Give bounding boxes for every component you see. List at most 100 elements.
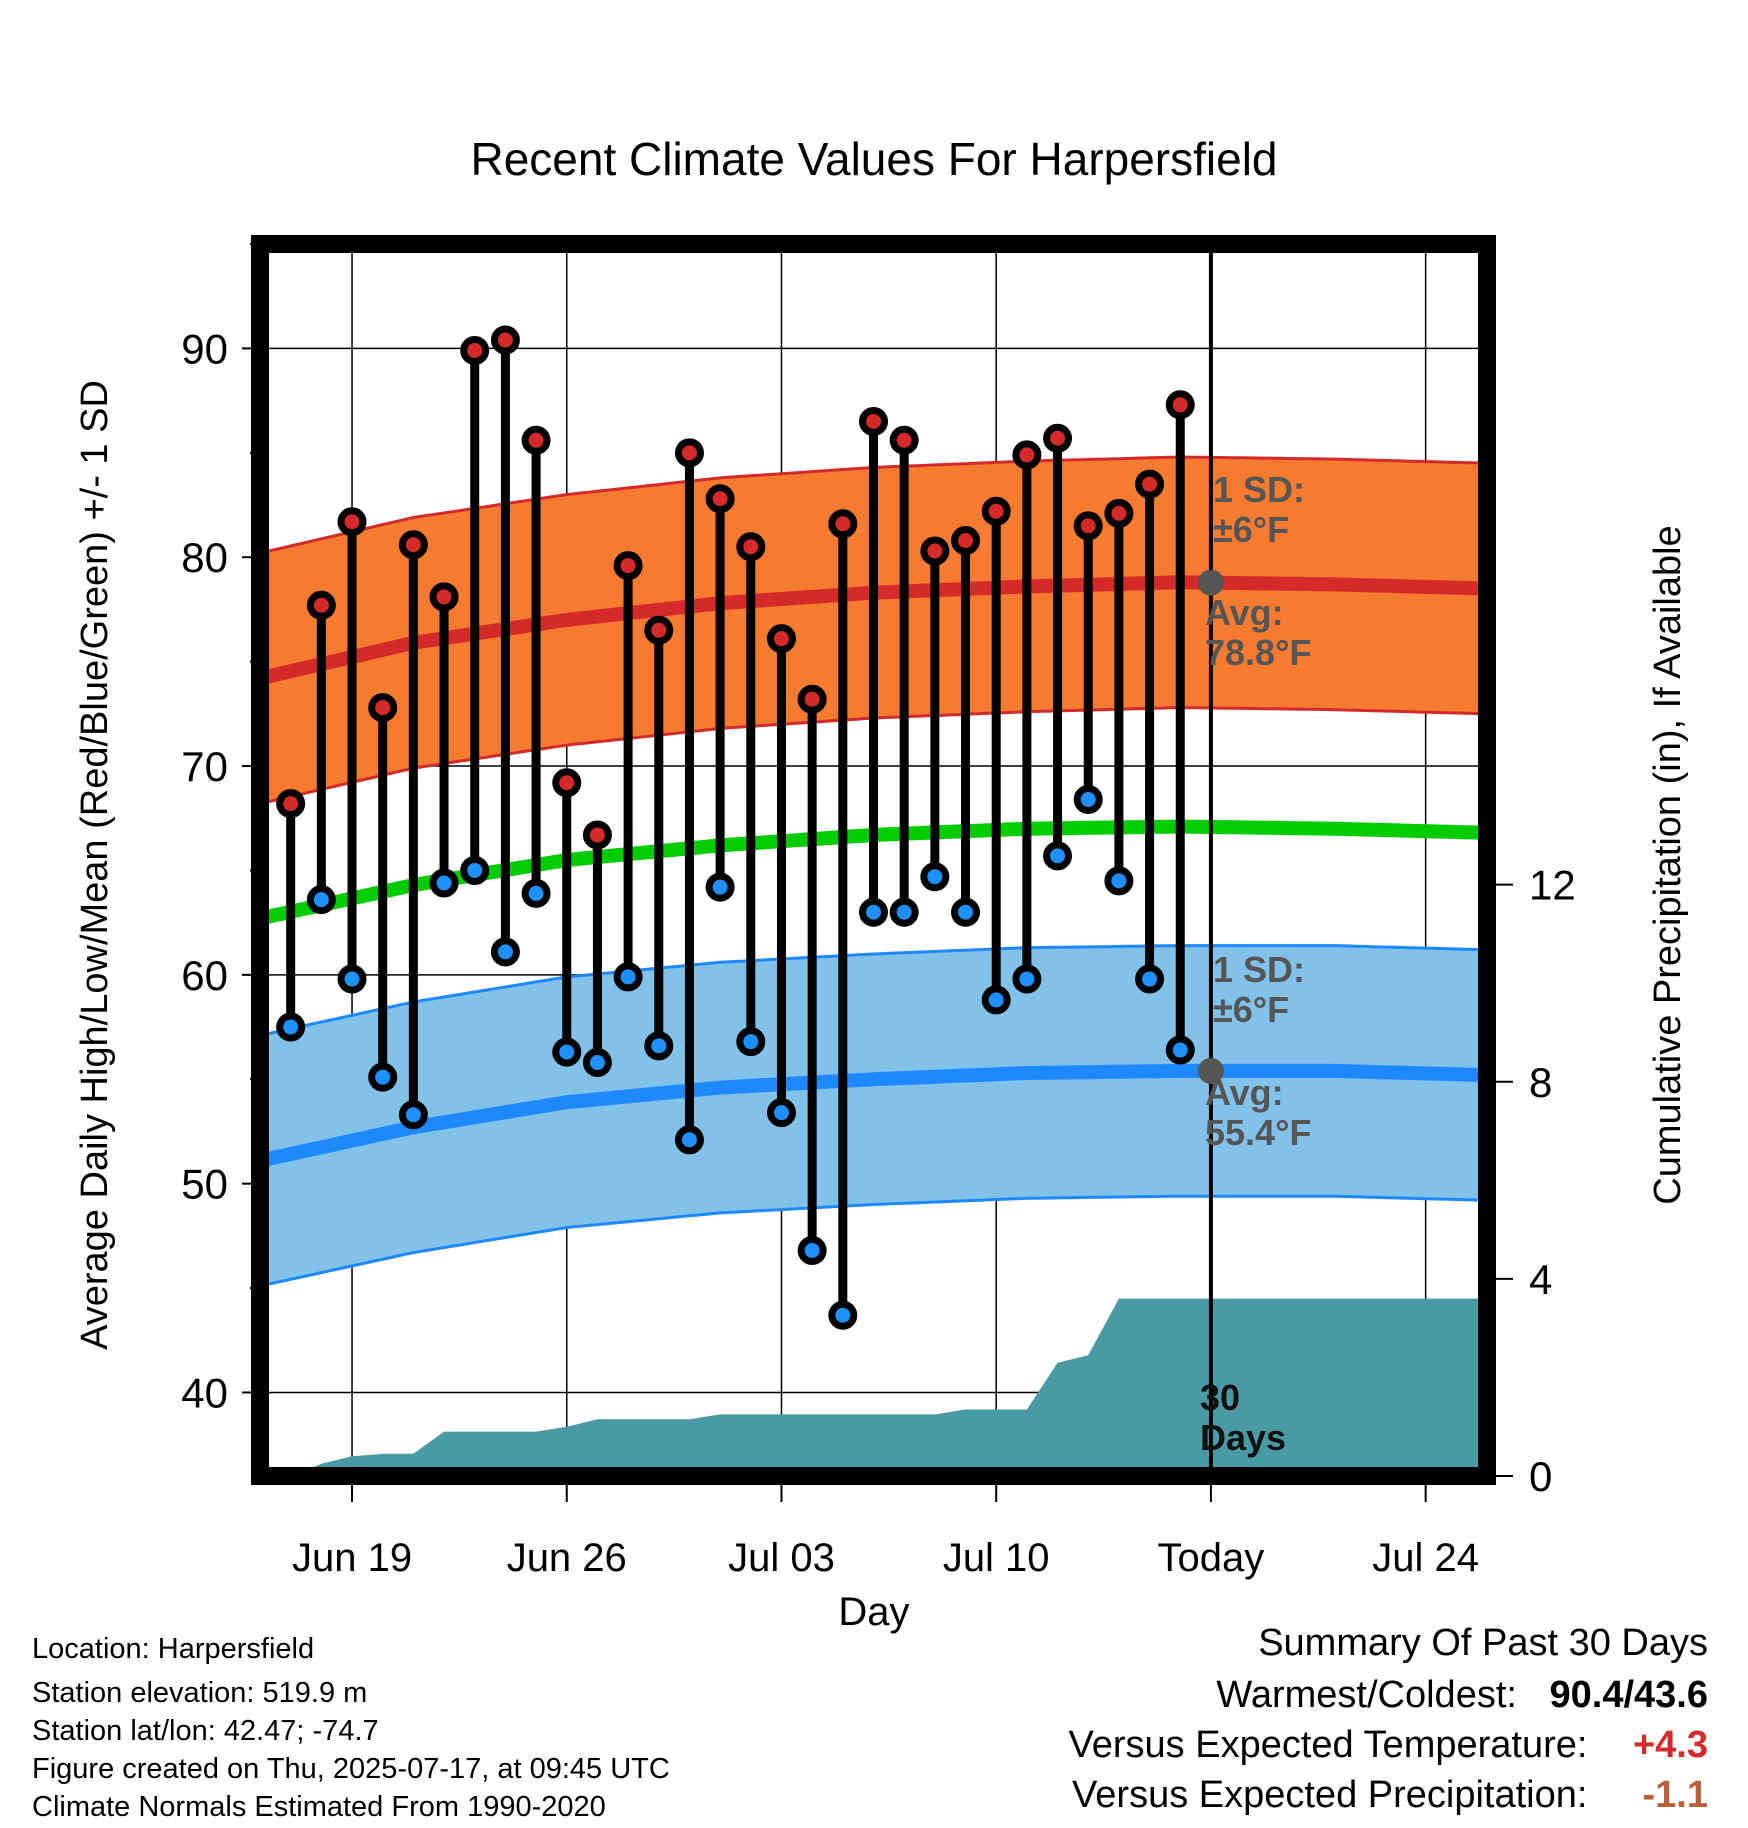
low-avg-annotation: Avg: 55.4°F [1205,1072,1311,1153]
daily-low-point [398,1100,428,1130]
daily-low-point [981,985,1011,1015]
daily-high-point [705,484,735,514]
daily-low-point [828,1300,858,1330]
daily-low-point [490,937,520,967]
y-right-tick-label: 12 [1529,862,1576,909]
daily-low-point [859,897,888,927]
daily-high-point [889,425,919,455]
daily-high-point [766,624,796,654]
daily-high-point [1073,511,1103,541]
high-sd-annotation: 1 SD: ±6°F [1213,469,1305,550]
y-tick-label: 60 [181,952,228,999]
info-normals: Climate Normals Estimated From 1990-2020 [32,1791,606,1823]
info-created: Figure created on Thu, 2025-07-17, at 09… [32,1753,670,1785]
daily-high-point [398,530,428,560]
daily-high-point [521,425,551,455]
precip-value: -1.1 [1642,1774,1708,1816]
daily-low-point [552,1037,582,1067]
avg-low-line [258,1063,1488,1168]
daily-high-point [1104,498,1134,528]
high-avg-annotation: Avg: 78.8°F [1205,592,1311,673]
daily-high-point [306,590,336,620]
temp-label: Versus Expected Temperature: [1068,1724,1588,1766]
daily-high-point [1043,423,1073,453]
daily-high-point [1135,469,1165,499]
info-latlon: Station lat/lon: 42.47; -74.7 [32,1715,379,1747]
y-right-tick-label: 8 [1529,1059,1552,1106]
daily-low-point [644,1031,674,1061]
y-right-tick-label: 4 [1529,1256,1552,1303]
daily-low-point [306,885,336,915]
daily-high-point [337,507,367,537]
temp-value: +4.3 [1632,1724,1708,1766]
daily-low-point [766,1098,796,1128]
daily-high-point [797,684,827,714]
daily-ranges [276,325,1195,1330]
daily-high-point [920,536,950,566]
summary-temperature: Versus Expected Temperature: +4.3 [1069,1724,1708,1767]
low-sd-band-edge [259,944,1488,1037]
daily-low-point [951,897,981,927]
daily-low-point [337,964,367,994]
precipitation-area [290,1298,1487,1476]
daily-high-point [981,496,1011,526]
daily-low-point [613,962,643,992]
warm-cold-value: 90.4/43.6 [1549,1674,1708,1716]
daily-low-point [276,1012,306,1042]
daily-low-point [1012,964,1042,994]
daily-high-point [276,789,306,819]
info-location: Location: Harpersfield [32,1633,315,1665]
axes: 40 50 60 70 80 90 0 4 8 12 Jun 19 Jun 26 Jul 03 Jul 1… [181,243,1576,1580]
summary-precipitation: Versus Expected Precipitation: -1.1 [1072,1774,1708,1817]
daily-low-point [797,1235,827,1265]
daily-low-point [368,1062,398,1092]
x-tick-label: Jul 24 [1372,1536,1479,1580]
daily-high-point [859,406,888,436]
daily-low-point [582,1048,612,1078]
daily-low-point [1043,841,1073,871]
daily-high-point [951,526,981,556]
x-tick-label: Jun 19 [292,1536,412,1580]
daily-low-point [521,878,551,908]
precip-label: Versus Expected Precipitation: [1072,1774,1588,1816]
y-axis-label-left: Average Daily High/Low/Mean (Red/Blue/Gr… [74,380,116,1350]
daily-high-point [460,335,490,365]
daily-low-point [920,862,950,892]
daily-low-point [889,897,919,927]
y-tick-label: 80 [181,534,228,581]
warm-cold-label: Warmest/Coldest: [1216,1674,1517,1716]
y-axis-label-right: Cumulative Precipitation (in), If Availa… [1647,525,1689,1204]
daily-high-point [1165,390,1195,420]
daily-low-point [1135,964,1165,994]
daily-high-point [582,820,612,850]
today-line [1197,244,1224,1476]
window-annotation: 30 Days [1200,1377,1286,1458]
y-right-tick-label: 0 [1529,1453,1552,1500]
x-axis-label: Day [838,1590,909,1634]
daily-low-point [460,855,490,885]
x-tick-label: Today [1158,1536,1265,1580]
daily-high-point [674,438,704,468]
station-info: Location: Harpersfield Station elevation… [32,1632,670,1824]
y-tick-label: 90 [181,325,228,372]
daily-high-point [490,325,520,355]
daily-high-point [736,532,766,562]
today-avg-low-marker [1197,1057,1224,1084]
daily-low-point [736,1027,766,1057]
daily-low-point [1104,866,1134,896]
today-avg-high-marker [1197,569,1224,596]
y-tick-label: 70 [181,743,228,790]
annotations: 1 SD: ±6°F Avg: 78.8°F 1 SD: ±6°F Avg: 55.4°F 30… [1200,469,1311,1458]
daily-high-point [613,551,643,581]
low-sd-annotation: 1 SD: ±6°F [1213,949,1305,1030]
daily-high-point [552,768,582,798]
daily-high-point [1012,440,1042,470]
daily-high-point [429,582,459,612]
x-tick-label: Jul 10 [943,1536,1050,1580]
low-sd-band-edge [259,1194,1488,1288]
plot-frame [251,235,1496,1485]
precip-area [290,1298,1487,1476]
summary-title: Summary Of Past 30 Days [1258,1622,1708,1664]
x-tick-label: Jun 26 [507,1536,627,1580]
plot-border [251,235,1496,1485]
